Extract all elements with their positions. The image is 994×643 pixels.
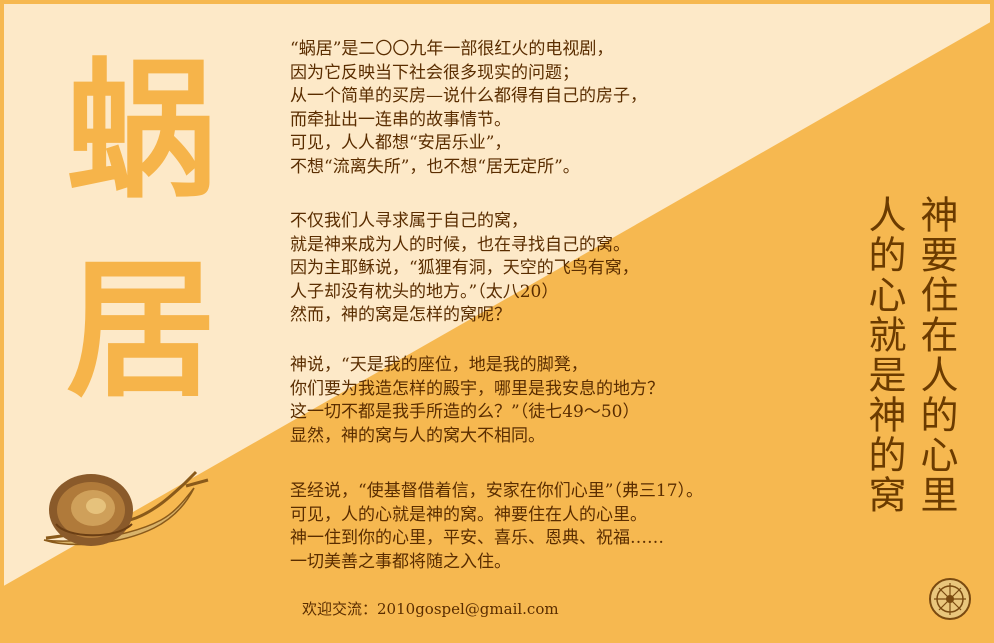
contact-line: 欢迎交流：2010gospel@gmail.com bbox=[300, 598, 559, 619]
contact-label: 欢迎交流： bbox=[302, 600, 378, 618]
paragraph-3: 神说，“天是我的座位，地是我的脚凳， 你们要为我造怎样的殿宇，哪里是我安息的地方？… bbox=[290, 355, 664, 446]
paragraph-4: 圣经说，“使基督借着信，安家在你们心里”（弗三17）。 可见，人的心就是神的窝。神… bbox=[290, 481, 704, 572]
seal-emblem bbox=[929, 578, 971, 620]
title-char-ju: 居 bbox=[66, 242, 217, 418]
paragraph-2: 不仅我们人寻求属于自己的窝， 就是神来成为人的时候，也在寻找自己的窝。 因为主耶稣说… bbox=[290, 211, 639, 325]
vertical-text-right: 神要住在人的心里 bbox=[914, 195, 958, 515]
contact-email-link[interactable]: 2010gospel@gmail.com bbox=[377, 600, 559, 618]
snail-illustration bbox=[43, 470, 209, 546]
vertical-text-left: 人的心就是神的窝 bbox=[862, 195, 906, 515]
paragraph-1: “蜗居”是二〇〇九年一部很红火的电视剧， 因为它反映当下社会很多现实的问题； 从一个… bbox=[290, 39, 647, 177]
title-char-wo: 蜗 bbox=[66, 43, 217, 219]
